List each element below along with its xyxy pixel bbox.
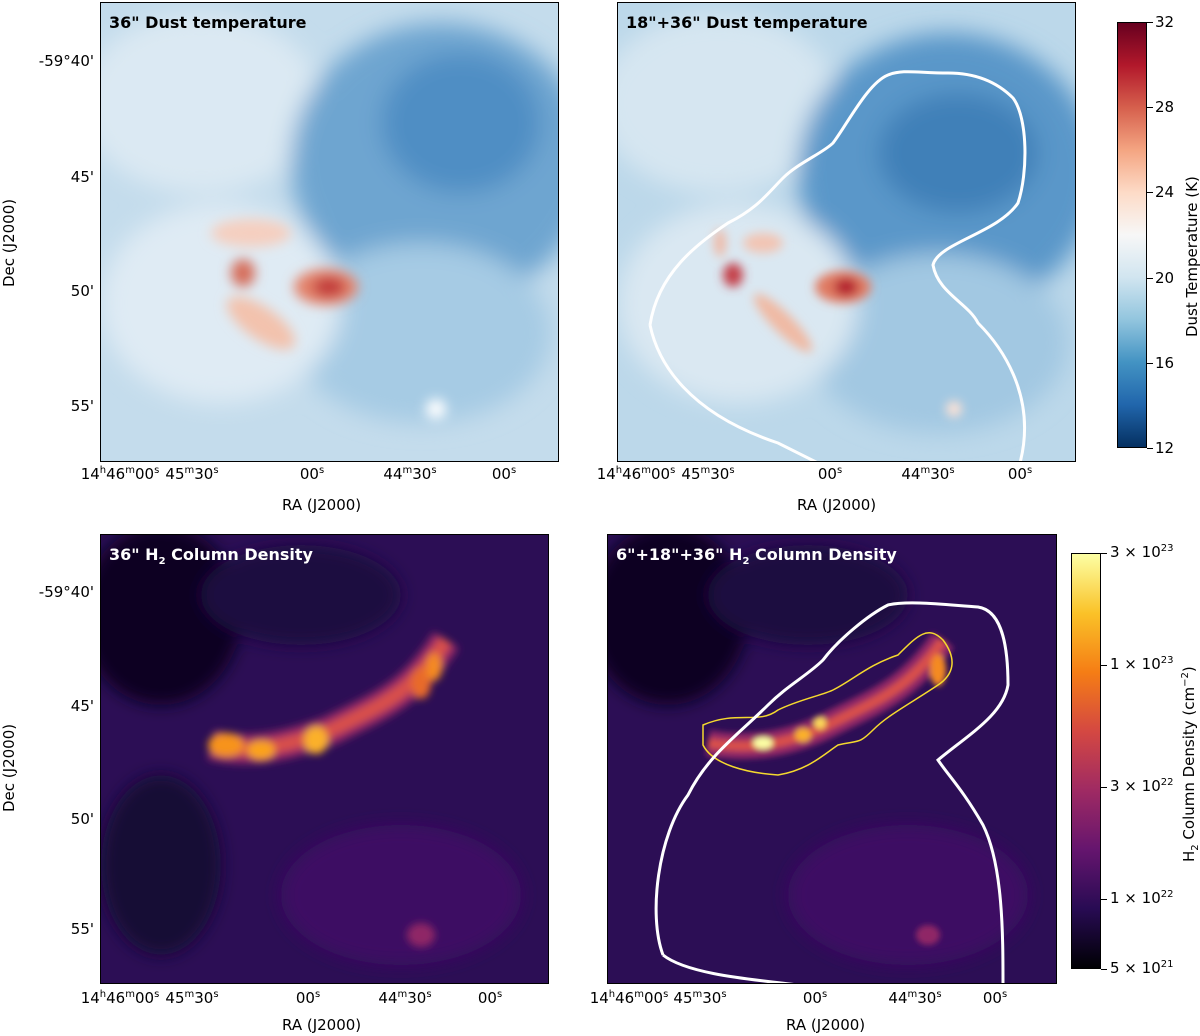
ytick-label: 55' — [70, 920, 94, 938]
xtick-label: 45m30s — [681, 465, 735, 483]
panel-dust-temperature-18-36: 18"+36" Dust temperature — [617, 2, 1076, 462]
x-axis-label: RA (J2000) — [786, 1016, 866, 1034]
colorbar-tick-label: 28 — [1155, 98, 1175, 117]
column-density-map-36 — [101, 535, 548, 983]
panel-title: 18"+36" Dust temperature — [626, 13, 868, 32]
xtick-label: 00s — [817, 465, 843, 483]
colorbar-tick-mark — [1147, 362, 1153, 364]
y-axis-label: Dec (J2000) — [0, 198, 18, 287]
ytick-label: 50' — [70, 282, 94, 300]
colorbar-tick-mark — [1147, 192, 1153, 194]
panel-column-density-6-18-36: 6"+18"+36" H2 Column Density — [607, 534, 1057, 984]
xtick-label: 44m30s — [888, 989, 942, 1007]
panel-title: 36" Dust temperature — [109, 13, 307, 32]
colorbar-tick-mark — [1101, 553, 1107, 554]
colorbar-tick-mark — [1147, 22, 1153, 23]
temperature-colorbar-label: Dust Temperature (K) — [1183, 176, 1200, 337]
x-tick-row: 14h46m00s 45m30s 00s 44m30s 00s — [0, 465, 1200, 487]
colorbar-tick-mark — [1101, 898, 1107, 900]
xtick-label: 00s — [295, 989, 321, 1007]
colorbar-tick-label: 3 × 1023 — [1110, 543, 1174, 561]
xtick-label: 00s — [299, 465, 325, 483]
panel-dust-temperature-36: 36" Dust temperature — [100, 2, 559, 462]
ytick-label: -59°40' — [38, 583, 94, 601]
colorbar-tick-mark — [1147, 107, 1153, 109]
x-axis-label: RA (J2000) — [797, 496, 877, 514]
xtick-label: 44m30s — [901, 465, 955, 483]
colorbar-tick-label: 20 — [1155, 268, 1175, 287]
ytick-label: 50' — [70, 810, 94, 828]
xtick-label: 14h46m00s — [80, 465, 160, 483]
xtick-label: 45m30s — [673, 989, 727, 1007]
y-axis-label: Dec (J2000) — [0, 723, 18, 812]
density-colorbar — [1071, 553, 1101, 969]
coverage-contour — [648, 70, 1027, 461]
colorbar-tick-label: 12 — [1155, 439, 1175, 457]
colorbar-tick-label: 3 × 1022 — [1110, 776, 1174, 795]
xtick-label: 00s — [982, 989, 1008, 1007]
colorbar-tick-mark — [1101, 786, 1107, 788]
colorbar-tick-label: 5 × 1021 — [1110, 959, 1174, 977]
xtick-label: 00s — [491, 465, 517, 483]
colorbar-tick-mark — [1101, 969, 1107, 970]
coverage-contour — [654, 601, 1010, 983]
xtick-label: 00s — [802, 989, 828, 1007]
xtick-label: 44m30s — [383, 465, 437, 483]
colorbar-tick-label: 1 × 1023 — [1110, 654, 1174, 673]
xtick-label: 45m30s — [165, 465, 219, 483]
temperature-map-18-36 — [618, 3, 1075, 461]
colorbar-tick-mark — [1101, 664, 1107, 666]
ytick-label: -59°40' — [38, 52, 94, 70]
ytick-label: 45' — [70, 697, 94, 715]
ytick-label: 45' — [70, 168, 94, 186]
colorbar-tick-label: 24 — [1155, 183, 1175, 202]
xtick-label: 14h46m00s — [589, 989, 669, 1007]
panel-title: 36" H2 Column Density — [109, 545, 313, 568]
high-density-contour — [702, 632, 953, 776]
column-density-map-6-18-36 — [608, 535, 1056, 983]
colorbar-tick-label: 1 × 1022 — [1110, 888, 1174, 907]
panel-title: 6"+18"+36" H2 Column Density — [616, 545, 897, 568]
x-tick-row: 14h46m00s 45m30s 00s 44m30s 00s — [0, 465, 600, 487]
colorbar-tick-label: 16 — [1155, 353, 1175, 372]
x-axis-label: RA (J2000) — [282, 496, 362, 514]
x-tick-row: 14h46m00s 45m30s 00s 44m30s 00s — [0, 989, 600, 1011]
temperature-colorbar — [1117, 22, 1147, 448]
xtick-label: 00s — [477, 989, 503, 1007]
colorbar-tick-mark — [1147, 448, 1153, 449]
colorbar-tick-label: 32 — [1155, 13, 1175, 31]
panel-column-density-36: 36" H2 Column Density — [100, 534, 549, 984]
xtick-label: 45m30s — [165, 989, 219, 1007]
xtick-label: 14h46m00s — [80, 989, 160, 1007]
xtick-label: 14h46m00s — [596, 465, 676, 483]
x-axis-label: RA (J2000) — [282, 1016, 362, 1034]
temperature-map-36 — [101, 3, 558, 461]
density-colorbar-label: H2 Column Density (cm−2) — [1180, 666, 1200, 862]
xtick-label: 00s — [1007, 465, 1033, 483]
xtick-label: 44m30s — [378, 989, 432, 1007]
x-tick-row: 14h46m00s 45m30s 00s 44m30s 00s — [0, 989, 1200, 1011]
colorbar-tick-mark — [1147, 277, 1153, 279]
ytick-label: 55' — [70, 397, 94, 415]
